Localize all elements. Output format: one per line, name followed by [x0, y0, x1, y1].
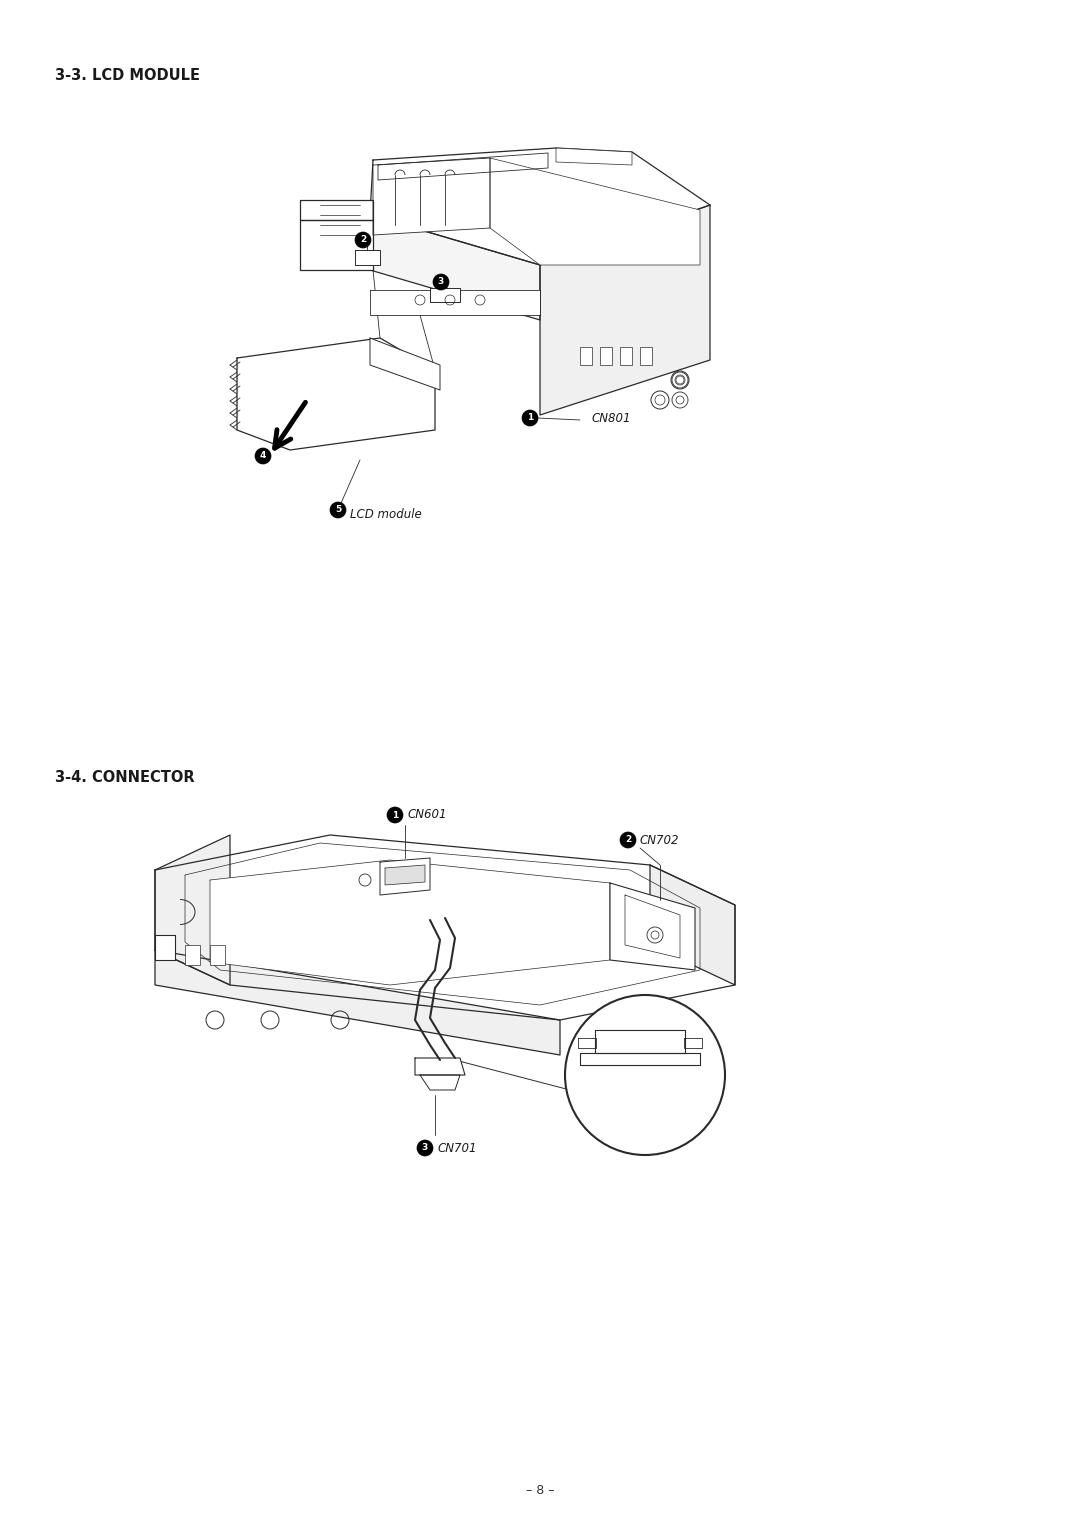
Circle shape: [387, 807, 403, 824]
Text: LCD module: LCD module: [350, 509, 422, 521]
Bar: [600, 347, 612, 365]
Polygon shape: [595, 1030, 685, 1053]
Polygon shape: [373, 157, 490, 235]
Polygon shape: [650, 865, 735, 986]
Polygon shape: [625, 895, 680, 958]
Polygon shape: [370, 290, 540, 315]
Polygon shape: [420, 1076, 460, 1089]
Polygon shape: [578, 1038, 596, 1048]
Polygon shape: [156, 935, 175, 960]
Polygon shape: [430, 287, 460, 303]
Polygon shape: [540, 205, 710, 416]
Circle shape: [433, 274, 449, 290]
Circle shape: [565, 995, 725, 1155]
Polygon shape: [415, 1057, 465, 1076]
Polygon shape: [378, 153, 548, 180]
Text: 2: 2: [625, 836, 631, 845]
Bar: [210, 944, 225, 966]
Text: 5: 5: [335, 506, 341, 515]
Polygon shape: [210, 860, 610, 986]
Polygon shape: [580, 1053, 700, 1065]
Circle shape: [355, 232, 372, 248]
Bar: [640, 347, 652, 365]
Text: 3: 3: [437, 278, 444, 287]
Text: CN702: CN702: [640, 833, 679, 847]
Polygon shape: [156, 950, 561, 1054]
Text: – 8 –: – 8 –: [526, 1484, 554, 1496]
Polygon shape: [300, 220, 373, 270]
Polygon shape: [684, 1038, 702, 1048]
Text: 1: 1: [527, 414, 534, 423]
Polygon shape: [556, 148, 632, 165]
Circle shape: [417, 1140, 433, 1157]
Text: 3-3. LCD MODULE: 3-3. LCD MODULE: [55, 69, 200, 83]
Text: 1: 1: [392, 810, 399, 819]
Circle shape: [620, 833, 636, 848]
Bar: [620, 347, 632, 365]
Polygon shape: [370, 215, 540, 319]
Text: 2: 2: [360, 235, 366, 244]
Circle shape: [255, 448, 271, 465]
Polygon shape: [156, 834, 230, 986]
Text: 3: 3: [422, 1143, 428, 1152]
Text: CN601: CN601: [408, 808, 447, 822]
Text: 3-4. CONNECTOR: 3-4. CONNECTOR: [55, 770, 194, 785]
Polygon shape: [300, 200, 373, 220]
Text: CN801: CN801: [592, 411, 632, 425]
Polygon shape: [610, 883, 696, 970]
Bar: [185, 944, 200, 966]
Polygon shape: [355, 251, 380, 264]
Circle shape: [330, 503, 346, 518]
Polygon shape: [490, 157, 700, 264]
Polygon shape: [156, 834, 735, 1021]
Bar: [580, 347, 592, 365]
Circle shape: [522, 410, 538, 426]
Text: 4: 4: [260, 451, 266, 460]
Polygon shape: [380, 859, 430, 895]
Polygon shape: [370, 338, 440, 390]
Text: CN701: CN701: [438, 1141, 477, 1155]
Polygon shape: [237, 338, 435, 451]
Polygon shape: [370, 148, 710, 264]
Polygon shape: [384, 865, 426, 885]
